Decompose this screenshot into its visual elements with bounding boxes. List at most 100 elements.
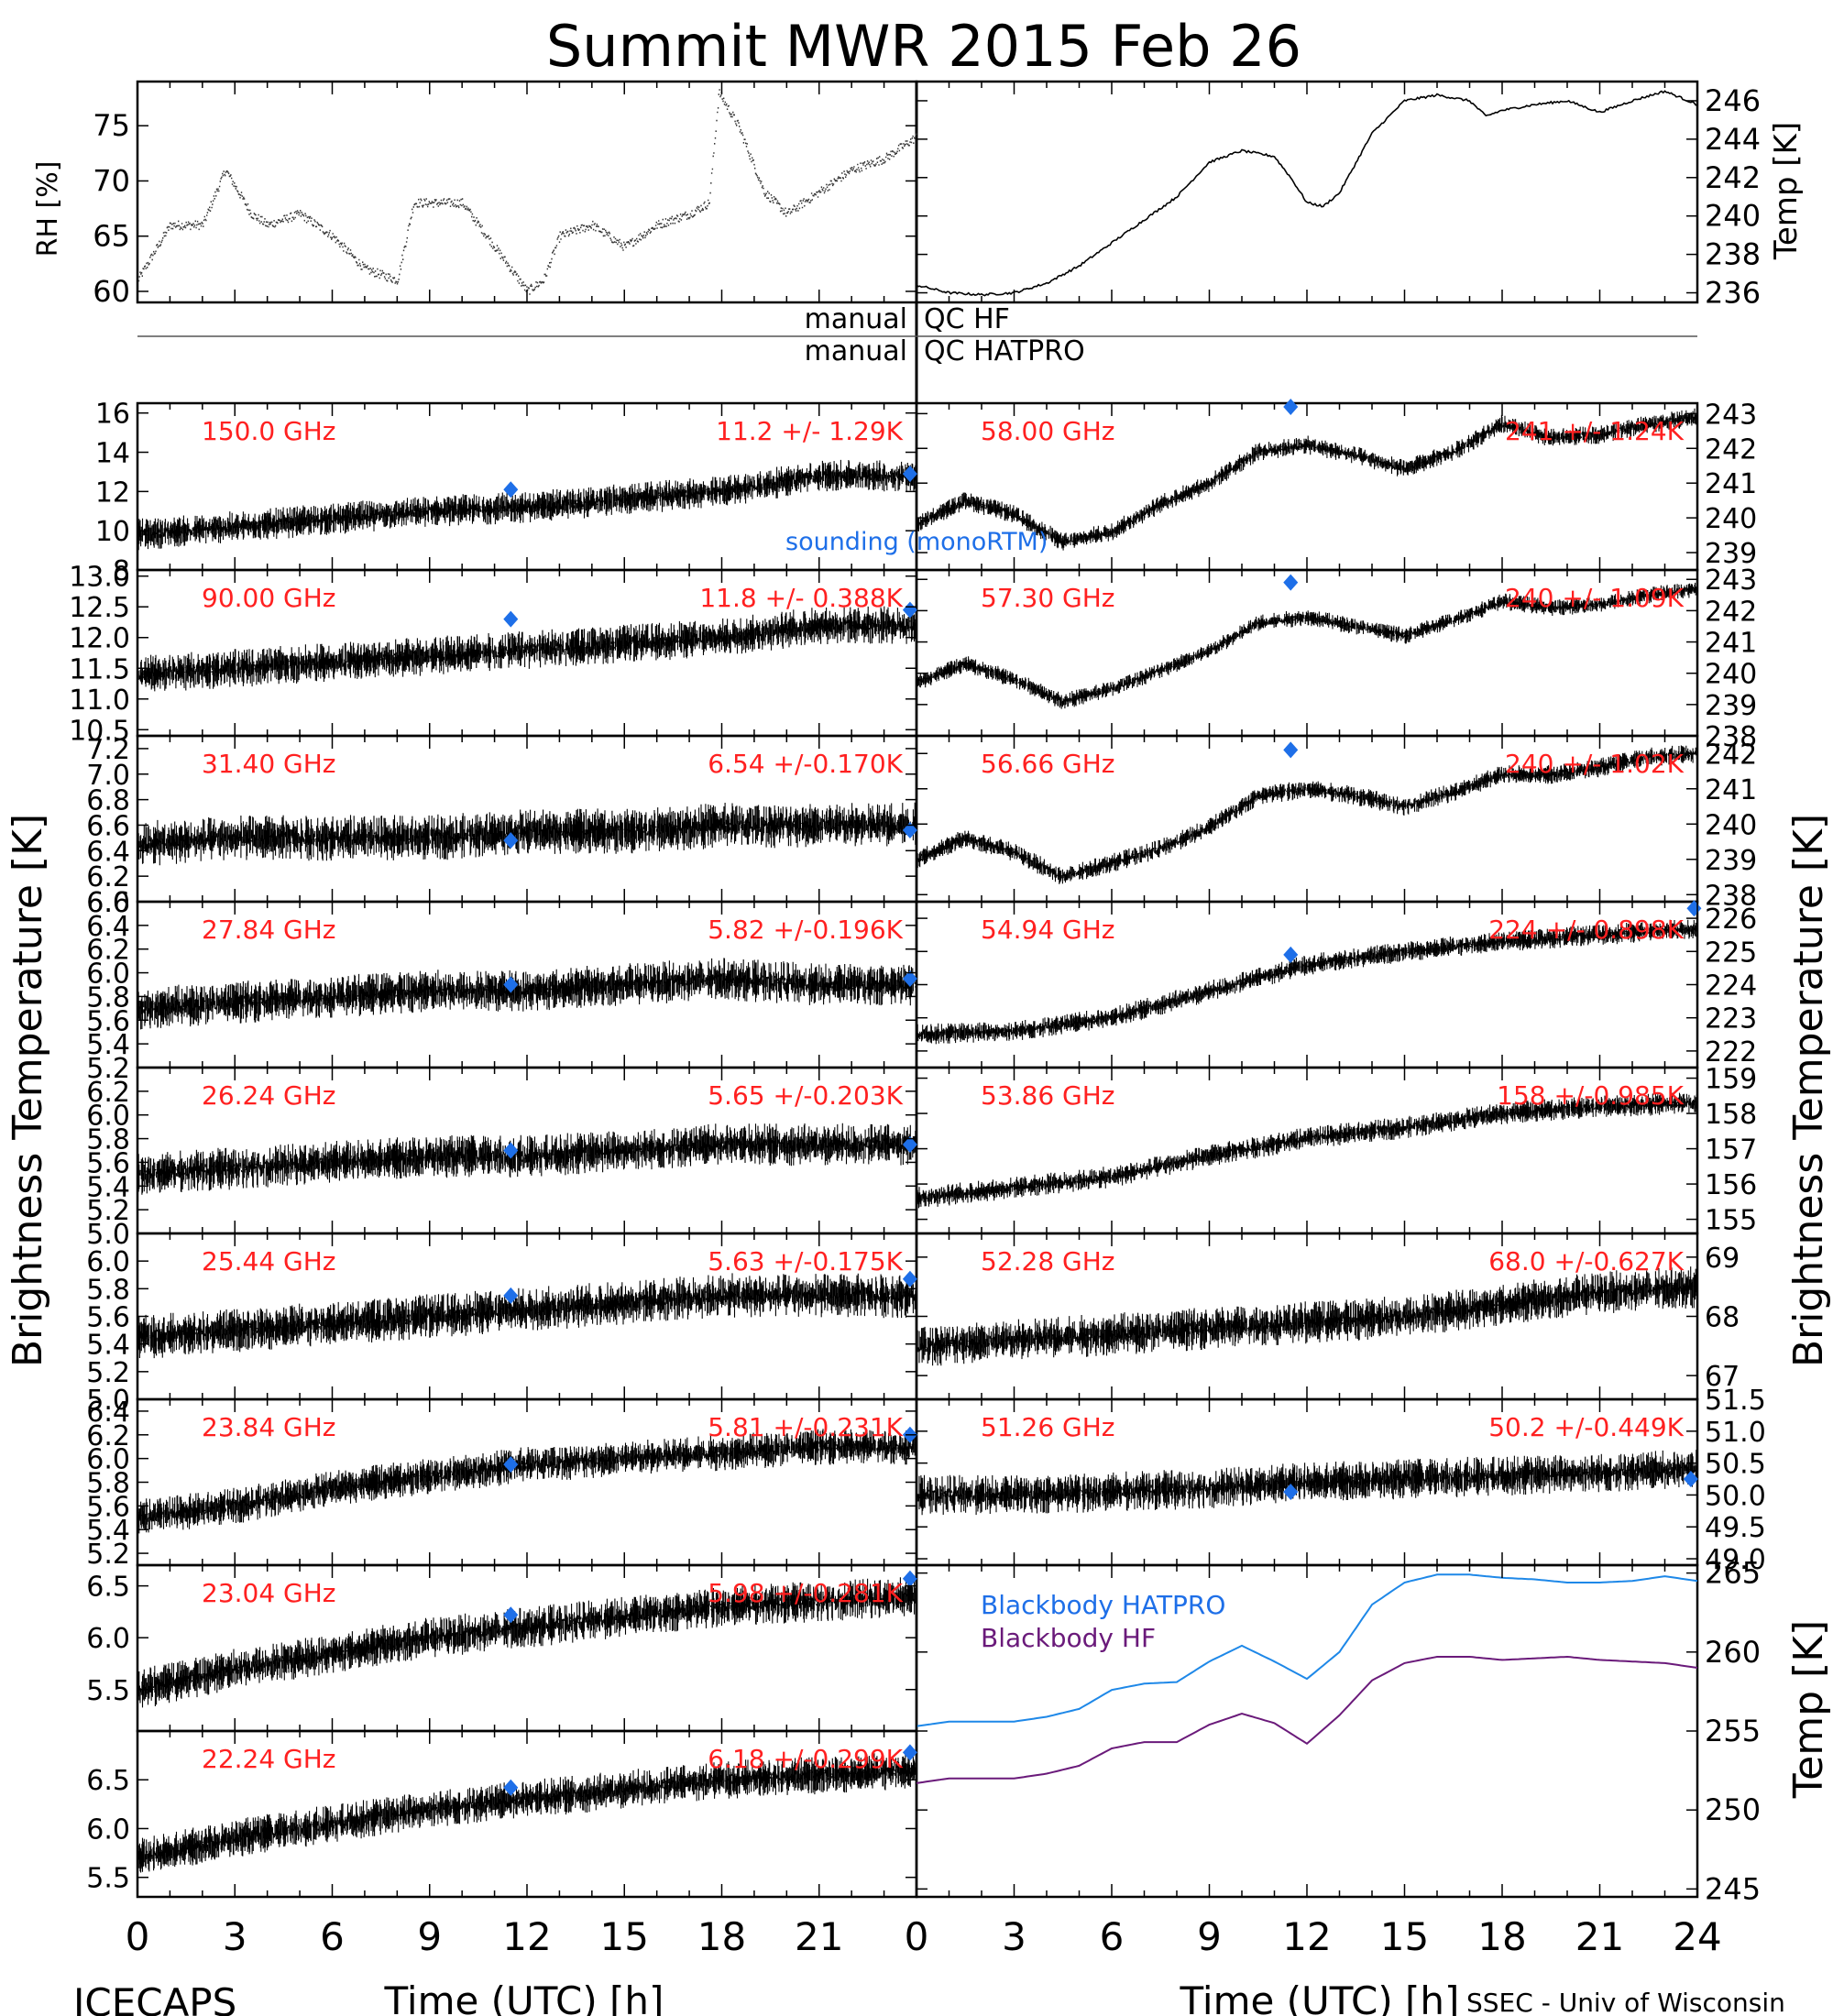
bt-right-panel-5-series <box>916 1266 1697 1366</box>
blackbody-series-1 <box>916 1655 1698 1784</box>
bt-left-panel-8-ytick-label: 5.5 <box>86 1863 130 1895</box>
x-tick-label-right: 6 <box>1100 1914 1125 1959</box>
bt-right-panel-2-ytick-label: 238 <box>1705 880 1757 912</box>
bt-right-panel-3-ytick-label: 224 <box>1705 970 1757 1003</box>
bt-left-panel-6-sounding-point <box>503 1456 519 1474</box>
bt-right-panel-2-ytick-label: 241 <box>1705 774 1757 806</box>
bt-left-panel-4-sounding-point <box>902 1136 917 1154</box>
x-tick-label-left: 6 <box>320 1914 345 1959</box>
bt-right-panel-0-ytick-label: 241 <box>1705 468 1757 500</box>
bt-left-panel-4-ytick-label: 6.2 <box>86 1077 130 1109</box>
bt-right-panel-3-series <box>916 919 1697 1045</box>
rh-series <box>137 89 917 295</box>
bt-left-panel-5-ytick-label: 5.2 <box>86 1357 130 1389</box>
bt-left-panel-5-ytick-label: 6.0 <box>86 1246 130 1278</box>
bt-left-panel-4-frequency-label: 26.24 GHz <box>202 1080 336 1111</box>
bt-left-panel-3-ytick-label: 6.2 <box>86 935 130 967</box>
bt-right-panel-3-ytick-label: 226 <box>1705 904 1757 936</box>
x-tick-label-left: 0 <box>126 1914 150 1959</box>
bt-right-panel-0-stat-label: 241 +/- 1.24K <box>1505 416 1685 446</box>
bt-left-panel-4-ytick-label: 5.8 <box>86 1124 130 1156</box>
bt-right-panel-4-ytick-label: 159 <box>1705 1064 1757 1096</box>
bt-left-panel-1-ytick-label: 11.5 <box>69 653 130 685</box>
bt-right-panel-4-series <box>916 1092 1697 1209</box>
qc-manual-label-hatpro: manual <box>805 335 907 367</box>
bt-right-panel-1-series <box>916 582 1697 709</box>
bt-left-panel-0-sounding-point <box>503 481 519 499</box>
bt-right-panel-4-frequency-label: 53.86 GHz <box>981 1080 1115 1111</box>
blackbody-ytick-label: 250 <box>1705 1792 1761 1827</box>
bt-left-panel-6-ytick-label: 5.4 <box>86 1515 130 1547</box>
bt-left-panel-3-ytick-label: 5.6 <box>86 1005 130 1037</box>
bt-left-panel-4-ytick-label: 5.0 <box>86 1219 130 1251</box>
x-tick-label-left: 21 <box>795 1914 843 1959</box>
bt-right-panel-6-stat-label: 50.2 +/-0.449K <box>1488 1412 1684 1442</box>
blackbody-temp-axis-label: Temp [K] <box>1785 1620 1832 1799</box>
icecaps-label: ICECAPS <box>73 1980 236 2016</box>
figure-title: Summit MWR 2015 Feb 26 <box>546 13 1301 80</box>
bt-left-panel-5-ytick-label: 5.6 <box>86 1302 130 1334</box>
bt-left-panel-1-sounding-point <box>503 610 519 628</box>
bt-left-panel-2-ytick-label: 7.2 <box>86 734 130 766</box>
bt-left-panel-1-stat-label: 11.8 +/- 0.388K <box>699 583 903 613</box>
bt-right-panel-5-ytick-label: 68 <box>1705 1302 1740 1334</box>
bt-left-panel-3-series <box>137 958 916 1030</box>
x-tick-label-right: 0 <box>905 1914 929 1959</box>
bt-left-panel-4-ytick-label: 5.6 <box>86 1147 130 1179</box>
bt-right-panel-4-ytick-label: 157 <box>1705 1134 1757 1167</box>
bt-left-panel-1-series <box>137 606 916 692</box>
bt-left-panel-6-ytick-label: 6.4 <box>86 1397 130 1429</box>
bt-left-panel-2-series <box>137 802 916 866</box>
bt-left-panel-5-series <box>137 1273 916 1359</box>
rh-panel-frame <box>136 80 918 304</box>
bt-right-panel-0-ytick-label: 240 <box>1705 503 1757 535</box>
bt-left-panel-7-stat-label: 5.98 +/-0.281K <box>708 1578 903 1608</box>
bt-left-panel-2-stat-label: 6.54 +/-0.170K <box>708 749 903 779</box>
bt-left-panel-8-frequency-label: 22.24 GHz <box>202 1744 336 1774</box>
blackbody-hf-legend: Blackbody HF <box>981 1623 1156 1653</box>
bt-left-panel-0-sounding-point <box>902 466 917 483</box>
blackbody-ytick-label: 260 <box>1705 1635 1761 1670</box>
rh-axis-label: RH [%] <box>32 161 64 257</box>
bt-left-panel-0-frequency-label: 150.0 GHz <box>202 416 336 446</box>
bt-right-panel-2-sounding-point <box>1283 741 1299 759</box>
bt-right-panel-4-stat-label: 158 +/-0.985K <box>1497 1080 1685 1111</box>
bt-left-panel-0-series <box>137 459 916 551</box>
bt-right-panel-1-ytick-label: 243 <box>1705 564 1757 597</box>
bt-right-panel-6-series <box>916 1450 1697 1516</box>
bt-right-panel-6-ytick-label: 50.0 <box>1705 1480 1766 1512</box>
bt-left-panel-6-ytick-label: 6.2 <box>86 1420 130 1452</box>
temp-ytick-label: 240 <box>1705 199 1761 234</box>
bt-left-panel-6-frequency-label: 23.84 GHz <box>202 1412 336 1442</box>
bt-right-panel-2-ytick-label: 240 <box>1705 809 1757 841</box>
bt-left-panel-1-ytick-label: 10.5 <box>69 715 130 747</box>
bt-left-panel-6-series <box>137 1429 916 1534</box>
qc-hf-label: QC HF <box>924 303 1010 335</box>
bt-left-panel-2-ytick-label: 6.0 <box>86 887 130 919</box>
bt-right-panel-6-ytick-label: 51.0 <box>1705 1417 1766 1449</box>
bt-left-panel-7-series <box>137 1575 916 1708</box>
bt-left-panel-3-ytick-label: 6.0 <box>86 959 130 991</box>
brightness-temp-axis-label-left: Brightness Temperature [K] <box>5 814 51 1367</box>
bt-left-panel-0-ytick-label: 8 <box>113 555 130 587</box>
bt-right-panel-6-ytick-label: 49.5 <box>1705 1512 1766 1544</box>
bt-right-panel-1-sounding-point <box>1283 574 1299 591</box>
brightness-temp-axis-label-right: Brightness Temperature [K] <box>1785 814 1832 1367</box>
bt-right-panel-6-frequency-label: 51.26 GHz <box>981 1412 1115 1442</box>
bt-left-panel-5-frequency-label: 25.44 GHz <box>202 1246 336 1276</box>
bt-left-panel-1-sounding-point <box>902 601 917 619</box>
bt-left-panel-8-ytick-label: 6.5 <box>86 1765 130 1797</box>
bt-left-panel-3-sounding-point <box>902 970 917 988</box>
bt-left-panel-8-sounding-point <box>902 1744 917 1761</box>
bt-left-panel-2-ytick-label: 6.4 <box>86 836 130 868</box>
bt-left-panel-8-sounding-point <box>503 1779 519 1796</box>
bt-left-panel-4-sounding-point <box>503 1142 519 1159</box>
bt-left-panel-3-ytick-label: 5.8 <box>86 981 130 1013</box>
bt-left-panel-5-ytick-label: 5.4 <box>86 1330 130 1362</box>
bt-left-panel-5-ytick-label: 5.0 <box>86 1385 130 1417</box>
x-tick-label-left: 12 <box>502 1914 551 1959</box>
sounding-legend: sounding (monoRTM) <box>785 528 1048 556</box>
bt-right-panel-0-frequency-label: 58.00 GHz <box>981 416 1115 446</box>
bt-right-panel-4-ytick-label: 156 <box>1705 1169 1757 1201</box>
